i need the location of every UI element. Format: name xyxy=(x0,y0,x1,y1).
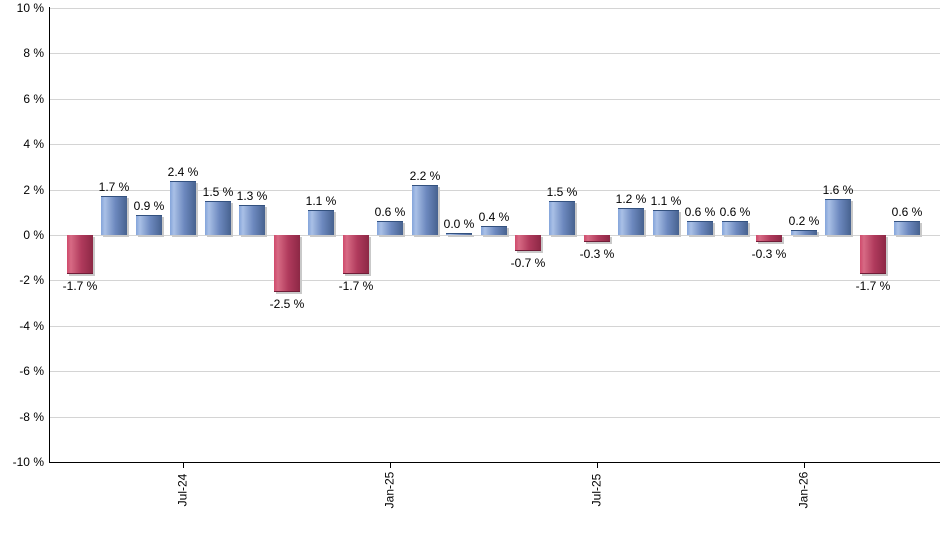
bar-value-label: 0.2 % xyxy=(788,214,820,228)
bar-value-label: 0.6 % xyxy=(719,205,751,219)
bar-value-label: 1.6 % xyxy=(822,183,854,197)
bar-value-label: -0.3 % xyxy=(751,247,787,261)
bar-positive xyxy=(101,196,127,235)
gridline xyxy=(49,371,940,372)
bar-value-label: 1.1 % xyxy=(650,194,682,208)
bar-positive xyxy=(894,221,920,235)
gridline xyxy=(49,190,940,191)
bar-value-label: 0.6 % xyxy=(684,205,716,219)
y-axis-tick-label: 8 % xyxy=(23,46,44,60)
x-axis-tick-label: Jul-25 xyxy=(589,473,604,507)
bar-value-label: 0.6 % xyxy=(891,205,923,219)
y-axis-tick-label: -2 % xyxy=(19,273,44,287)
gridline xyxy=(49,144,940,145)
bar-positive xyxy=(308,210,334,235)
bar-positive xyxy=(722,221,748,235)
bar-positive xyxy=(136,215,162,235)
bar-value-label: -1.7 % xyxy=(62,279,98,293)
bar-negative xyxy=(67,235,93,274)
bar-value-label: -2.5 % xyxy=(269,297,305,311)
x-axis-tick-label: Jul-24 xyxy=(175,473,190,507)
bar-positive xyxy=(549,201,575,235)
bar-positive xyxy=(618,208,644,235)
bar-positive xyxy=(825,199,851,235)
bar-value-label: 0.0 % xyxy=(443,217,475,231)
bar-value-label: 1.5 % xyxy=(202,185,234,199)
bar-value-label: 1.3 % xyxy=(236,189,268,203)
y-axis-tick-label: 2 % xyxy=(23,183,44,197)
y-axis-tick-label: 4 % xyxy=(23,137,44,151)
bar-value-label: 0.9 % xyxy=(133,199,165,213)
bar-value-label: 1.5 % xyxy=(546,185,578,199)
x-axis-tick xyxy=(597,463,598,468)
y-axis-tick-label: -6 % xyxy=(19,364,44,378)
bar-positive xyxy=(653,210,679,235)
bar-value-label: -0.3 % xyxy=(579,247,615,261)
bar-value-label: -0.7 % xyxy=(510,256,546,270)
y-axis-tick-label: -10 % xyxy=(12,455,44,469)
gridline xyxy=(49,326,940,327)
y-axis-tick-label: -4 % xyxy=(19,319,44,333)
gridline xyxy=(49,8,940,9)
bar-positive xyxy=(687,221,713,235)
bar-value-label: -1.7 % xyxy=(338,279,374,293)
gridline xyxy=(49,53,940,54)
bar-negative xyxy=(343,235,369,274)
x-axis-tick xyxy=(804,463,805,468)
bar-positive xyxy=(791,230,817,235)
bar-positive xyxy=(446,233,472,235)
bar-positive xyxy=(481,226,507,235)
bar-value-label: 0.4 % xyxy=(478,210,510,224)
y-axis-tick-label: -8 % xyxy=(19,410,44,424)
bar-negative xyxy=(584,235,610,242)
bar-positive xyxy=(170,181,196,235)
x-axis-tick xyxy=(183,463,184,468)
bar-negative xyxy=(274,235,300,292)
bar-value-label: 2.2 % xyxy=(409,169,441,183)
gridline xyxy=(49,417,940,418)
x-axis-line xyxy=(49,462,940,463)
bar-value-label: 1.7 % xyxy=(98,180,130,194)
bar-value-label: 2.4 % xyxy=(167,165,199,179)
x-axis-tick-label: Jan-25 xyxy=(382,471,397,509)
gridline xyxy=(49,280,940,281)
bar-negative xyxy=(756,235,782,242)
bar-positive xyxy=(239,205,265,235)
y-axis-tick-label: 0 % xyxy=(23,228,44,242)
bar-negative xyxy=(515,235,541,251)
x-axis-tick-label: Jan-26 xyxy=(796,471,811,509)
bar-positive xyxy=(205,201,231,235)
x-axis-tick xyxy=(390,463,391,468)
bar-negative xyxy=(860,235,886,274)
bar-positive xyxy=(377,221,403,235)
bar-value-label: 1.2 % xyxy=(615,192,647,206)
gridline xyxy=(49,99,940,100)
bar-value-label: 0.6 % xyxy=(374,205,406,219)
gridline xyxy=(49,235,940,236)
bar-value-label: 1.1 % xyxy=(305,194,337,208)
y-axis-tick-label: 6 % xyxy=(23,92,44,106)
y-axis-line xyxy=(49,7,50,462)
y-axis-tick-label: 10 % xyxy=(16,1,44,15)
bar-value-label: -1.7 % xyxy=(855,279,891,293)
bar-positive xyxy=(412,185,438,235)
